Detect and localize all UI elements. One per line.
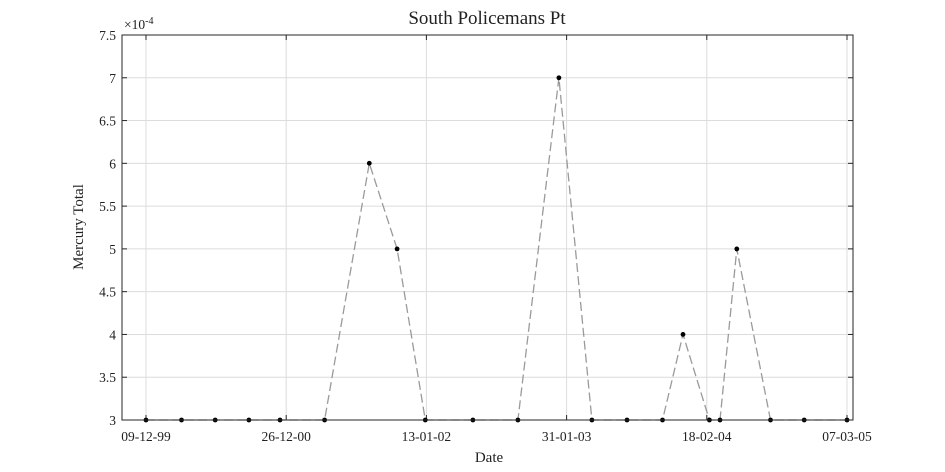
- data-point: [680, 332, 686, 337]
- plot-frame: [121, 34, 854, 421]
- y-tick-label: 4.5: [99, 285, 116, 300]
- y-tick-label: 7: [109, 71, 116, 86]
- y-tick-label: 6.5: [99, 114, 116, 129]
- x-tick-label: 26-12-00: [261, 429, 311, 444]
- axis-ticks: 09-12-99 26-12-00 13-01-02 31-01-03 18-02-04…: [99, 28, 872, 444]
- data-point: [734, 246, 740, 252]
- x-tick-label: 18-02-04: [682, 429, 732, 444]
- data-point: [556, 75, 562, 81]
- x-axis-label: Date: [475, 450, 504, 466]
- x-tick-label: 31-01-03: [542, 429, 592, 444]
- y-exponent-label: ×10-4: [124, 16, 153, 32]
- y-tick-label: 5.5: [99, 199, 116, 214]
- grid: [122, 34, 853, 421]
- y-tick-label: 3: [109, 413, 116, 428]
- y-tick-label: 5: [109, 242, 116, 257]
- y-tick-label: 7.5: [99, 28, 116, 43]
- y-axis-label: Mercury Total: [71, 184, 87, 270]
- y-tick-label: 3.5: [99, 370, 116, 385]
- x-tick-label: 13-01-02: [402, 429, 452, 444]
- data-point: [394, 246, 400, 252]
- x-tick-label: 07-03-05: [822, 429, 872, 444]
- data-point: [366, 160, 372, 166]
- chart-title: South Policemans Pt: [408, 8, 566, 29]
- x-tick-label: 09-12-99: [121, 429, 171, 444]
- y-tick-label: 6: [109, 156, 116, 171]
- y-tick-label: 4: [109, 327, 116, 342]
